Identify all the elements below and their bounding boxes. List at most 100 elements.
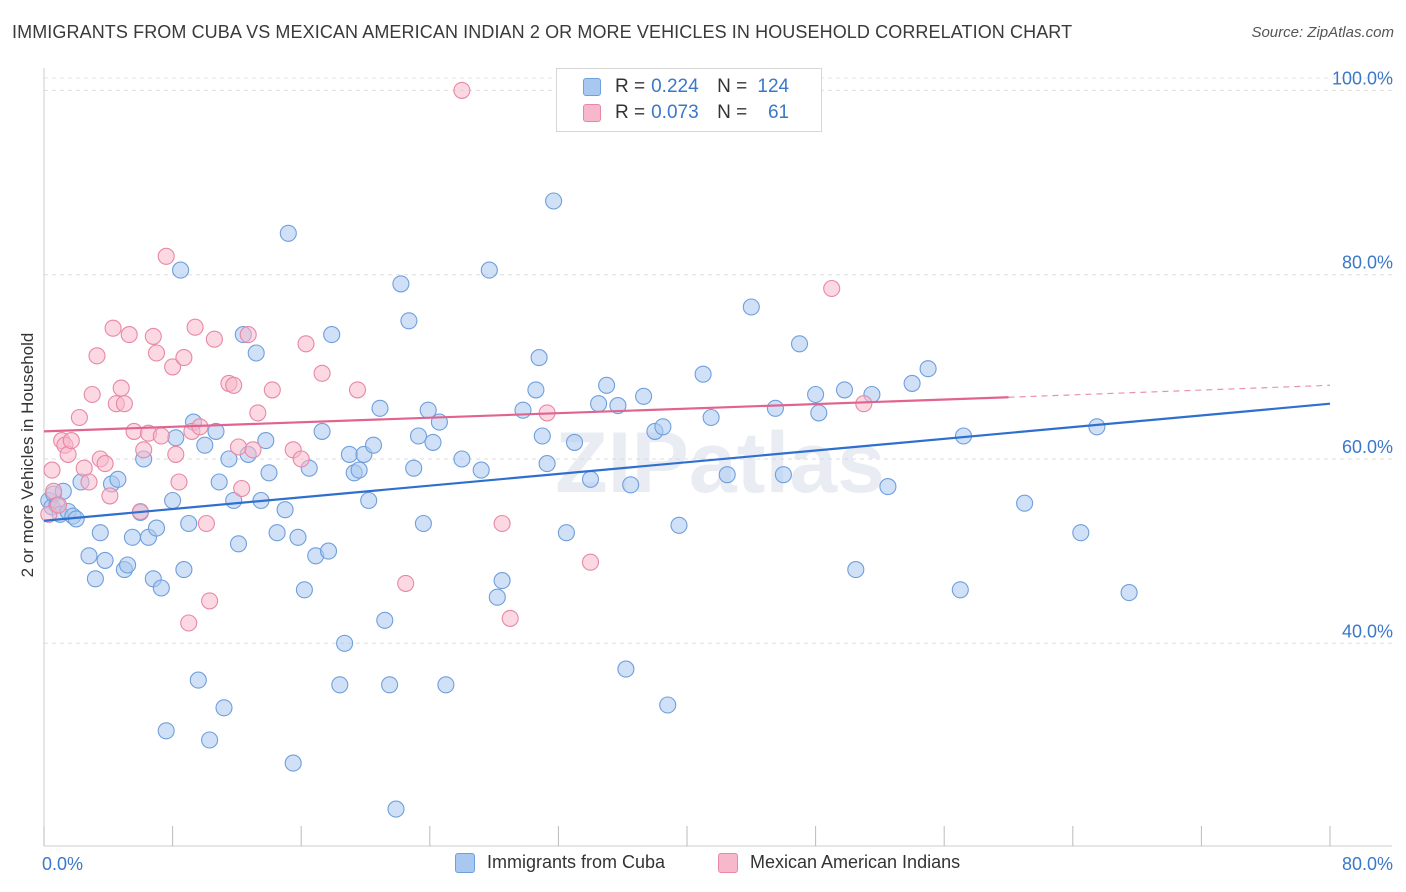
cuba-point	[319, 542, 338, 560]
cuba-point	[400, 312, 418, 330]
mexican-american-indian-point	[453, 81, 471, 99]
cuba-point	[268, 524, 286, 542]
cuba-point	[229, 535, 248, 553]
cuba-point	[313, 422, 331, 440]
y-tick-label: 60.0%	[1342, 437, 1393, 457]
cuba-point	[635, 387, 653, 405]
series-legend-label: Mexican American Indians	[750, 852, 961, 872]
mexican-american-indian-point	[292, 450, 310, 468]
legend-n-value: 61	[767, 102, 790, 123]
chart-title: IMMIGRANTS FROM CUBA VS MEXICAN AMERICAN…	[12, 22, 1073, 42]
mexican-american-indian-point	[348, 381, 367, 399]
mexican-american-indian-point	[120, 326, 138, 344]
series-legend-item-mexican-american-indians[interactable]: Mexican American Indians	[718, 852, 960, 873]
cuba-point	[340, 445, 358, 463]
cuba-point	[581, 470, 600, 488]
mexican-american-indian-point	[239, 326, 257, 344]
cuba-point	[766, 399, 784, 417]
x-tick-label: 80.0%	[1342, 854, 1393, 874]
cuba-point	[530, 349, 548, 367]
mexican-american-indian-point	[297, 335, 315, 353]
legend-n-label: N =	[717, 76, 748, 97]
mexican-american-indian-point	[147, 344, 166, 362]
cuba-point	[376, 611, 394, 629]
mexican-american-indian-point	[180, 614, 198, 632]
cuba-point	[123, 528, 141, 546]
cuba-point	[1016, 494, 1034, 512]
mexican-american-indian-point	[96, 455, 114, 473]
cuba-point	[493, 572, 511, 590]
y-tick-label: 100.0%	[1332, 68, 1393, 88]
cuba-point	[207, 422, 225, 440]
cuba-point	[790, 335, 809, 353]
mexican-american-indian-point	[144, 327, 162, 345]
cuba-point	[617, 660, 635, 678]
cuba-point	[247, 344, 265, 362]
cuba-point	[215, 699, 233, 717]
cuba-point	[147, 519, 166, 537]
mexican-american-indian-point	[164, 358, 182, 376]
source-credit: Source: ZipAtlas.com	[1251, 24, 1394, 41]
cuba-point	[331, 676, 349, 694]
cuba-point	[545, 192, 563, 210]
cuba-point	[538, 455, 556, 473]
cuba-point	[86, 570, 104, 588]
cuba-point	[364, 436, 383, 454]
series-legend: Immigrants from Cuba Mexican American In…	[0, 852, 1406, 878]
mexican-american-indian-point	[249, 404, 267, 422]
cuba-point	[276, 501, 294, 519]
series-legend-item-cuba[interactable]: Immigrants from Cuba	[455, 852, 665, 873]
cuba-point	[371, 399, 389, 417]
cuba-point	[381, 676, 399, 694]
cuba-point	[167, 429, 185, 447]
cuba-point	[480, 261, 498, 279]
mexican-american-indian-point	[233, 479, 251, 498]
cuba-point	[472, 461, 490, 479]
mexican-american-indian-point	[186, 318, 204, 336]
mexican-american-indian-point	[225, 376, 243, 394]
mexican-american-indian-point	[157, 247, 175, 265]
cuba-point	[260, 464, 278, 482]
cuba-point	[360, 491, 378, 510]
series-legend-label: Immigrants from Cuba	[487, 852, 666, 872]
cuba-point	[622, 476, 640, 494]
x-tick-label: 0.0%	[42, 854, 83, 874]
legend-n-label: N =	[717, 102, 748, 123]
cuba-point	[405, 459, 423, 477]
cuba-point	[774, 466, 792, 484]
cuba-point	[1088, 418, 1106, 436]
correlation-legend: R = 0.224 N = 124 R = 0.073 N = 61	[556, 68, 822, 132]
y-tick-label: 40.0%	[1342, 621, 1393, 641]
cuba-point	[702, 408, 720, 427]
cuba-point	[1072, 524, 1090, 542]
mexican-american-indian-point	[244, 441, 262, 459]
legend-n-value: 124	[757, 76, 790, 97]
mexican-american-indian-point	[101, 487, 119, 505]
mexican-american-indian-point	[135, 441, 153, 459]
legend-swatch-mexican-american-indians	[583, 104, 601, 122]
mexican-american-indian-point	[855, 395, 873, 413]
mexican-american-indian-point	[70, 408, 88, 427]
series-swatch-cuba	[455, 852, 475, 873]
cuba-point	[336, 634, 354, 652]
cuba-point	[119, 556, 137, 574]
cuba-trend-line	[43, 402, 1331, 522]
cuba-point	[220, 450, 238, 468]
cuba-point	[257, 432, 275, 450]
cuba-point	[557, 524, 575, 542]
cuba-point	[175, 561, 193, 579]
grid-lines	[44, 77, 1392, 644]
cuba-point	[879, 478, 897, 496]
cuba-point	[189, 671, 207, 689]
cuba-point	[742, 298, 760, 316]
watermark: ZIPatlas	[555, 415, 885, 511]
mexican-american-indian-point	[581, 553, 600, 571]
cuba-point	[109, 470, 127, 488]
cuba-point	[488, 588, 506, 606]
tick-labels: 40.0% 60.0% 80.0% 100.0% 0.0% 80.0%	[42, 68, 1393, 874]
mexican-american-indian-point	[49, 496, 68, 514]
cuba-point	[424, 433, 442, 451]
cuba-point	[1120, 584, 1138, 602]
cuba-point	[157, 722, 175, 740]
